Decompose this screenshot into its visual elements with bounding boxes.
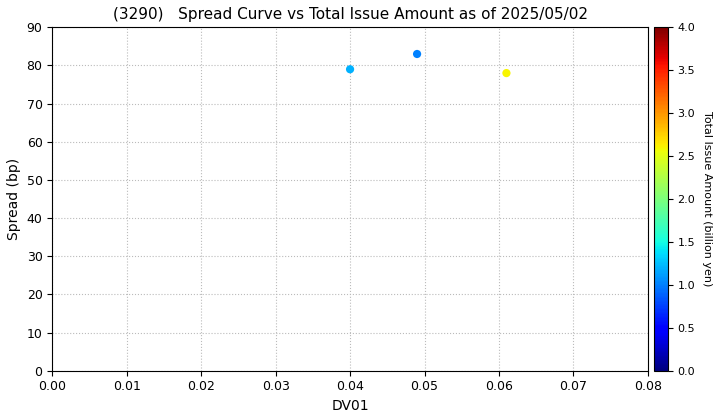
Point	[411, 51, 423, 58]
Y-axis label: Total Issue Amount (billion yen): Total Issue Amount (billion yen)	[702, 111, 712, 287]
X-axis label: DV01: DV01	[331, 399, 369, 413]
Point	[500, 70, 512, 76]
Point	[344, 66, 356, 73]
Title: (3290)   Spread Curve vs Total Issue Amount as of 2025/05/02: (3290) Spread Curve vs Total Issue Amoun…	[112, 7, 588, 22]
Y-axis label: Spread (bp): Spread (bp)	[7, 158, 21, 240]
